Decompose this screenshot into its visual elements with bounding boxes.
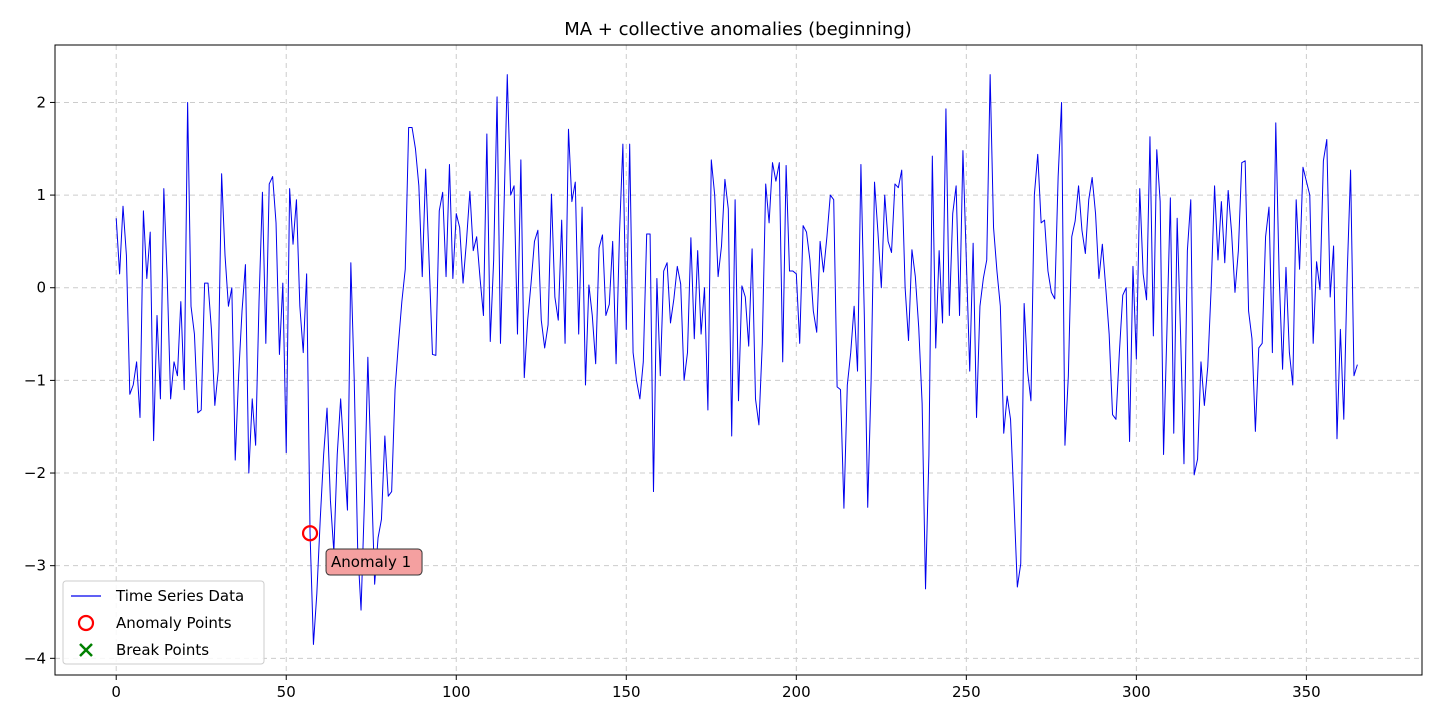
legend-label: Break Points: [116, 641, 209, 659]
legend-x-swatch: [79, 643, 93, 657]
x-tick-label: 300: [1122, 683, 1151, 701]
legend-item: Break Points: [79, 641, 209, 659]
annotation: Anomaly 1: [325, 548, 423, 576]
legend-item: Anomaly Points: [77, 614, 232, 632]
series-layer: [115, 74, 1358, 645]
x-tick-label: 0: [111, 683, 121, 701]
annotation-box: [325, 548, 423, 576]
legend-label: Time Series Data: [115, 587, 244, 605]
y-tick-label: −1: [24, 371, 46, 389]
annotation-layer: Anomaly 1: [325, 548, 423, 576]
y-tick-label: 1: [36, 186, 46, 204]
x-tick-label: 50: [277, 683, 296, 701]
legend: Time Series Data Anomaly Points Break Poin…: [62, 580, 265, 665]
series-line: [115, 74, 1358, 645]
axis-layer: 0 50 100 150 200 250 300 350 −4 −3 −2 −1 0 1 2: [24, 93, 1321, 701]
x-tick-label: 200: [782, 683, 811, 701]
x-tick-label: 150: [612, 683, 641, 701]
y-tick-label: −4: [24, 649, 46, 667]
annotation-label: Anomaly 1: [331, 553, 411, 571]
plot-frame: [54, 44, 1423, 676]
legend-label: Anomaly Points: [116, 614, 232, 632]
legend-circle-swatch: [77, 614, 95, 632]
marker-layer: [301, 525, 319, 542]
y-tick-label: −3: [24, 557, 46, 575]
anomaly-point: [301, 525, 319, 542]
x-tick-label: 250: [952, 683, 981, 701]
y-tick-label: 2: [36, 93, 46, 111]
y-tick-label: −2: [24, 464, 46, 482]
y-tick-label: 0: [36, 279, 46, 297]
legend-item: Time Series Data: [71, 587, 244, 605]
x-tick-label: 350: [1292, 683, 1321, 701]
chart-title: MA + collective anomalies (beginning): [564, 19, 912, 40]
x-tick-label: 100: [442, 683, 471, 701]
legend-box: [62, 580, 265, 665]
